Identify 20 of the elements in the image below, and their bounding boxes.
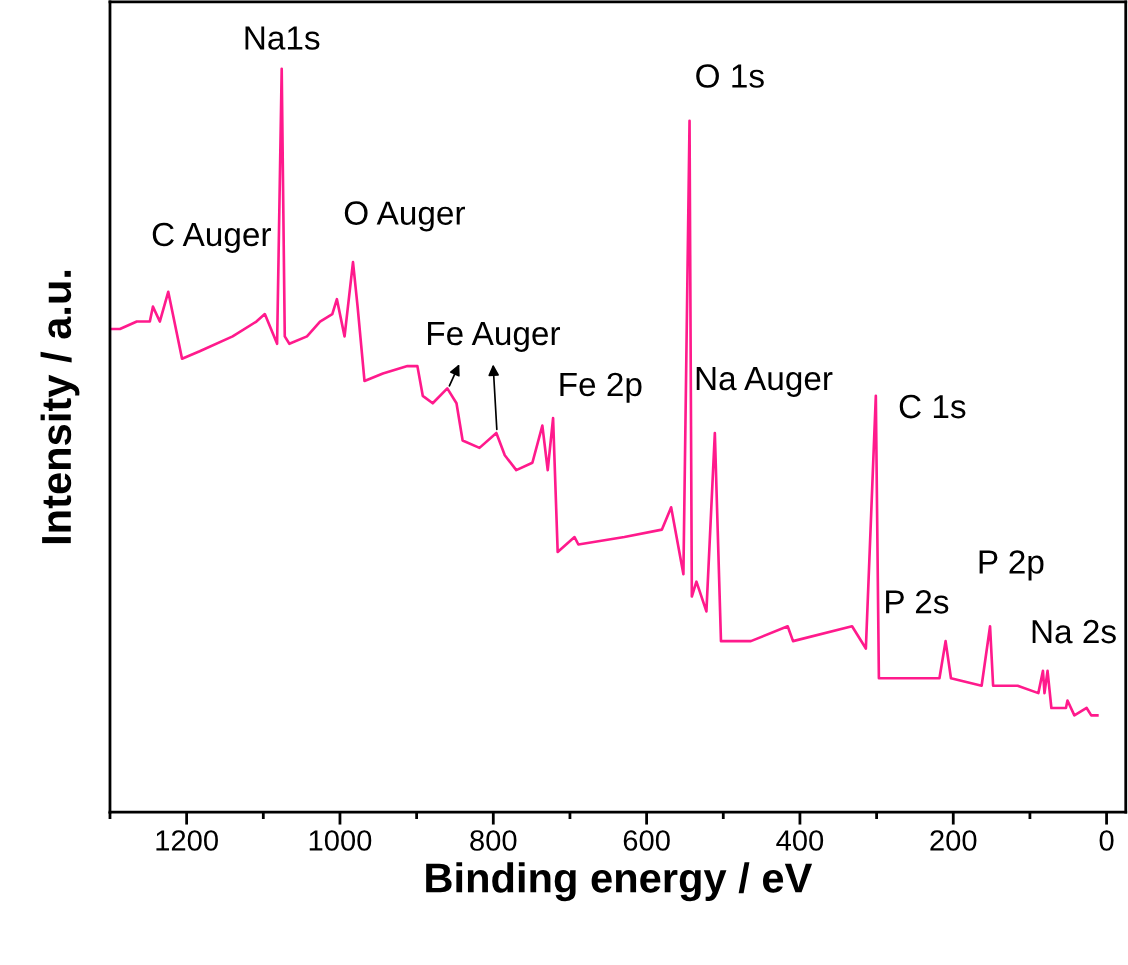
x-tick-label: 1000 xyxy=(309,830,372,851)
x-tick-label: 400 xyxy=(776,830,824,851)
annotation: Na1s xyxy=(245,26,320,50)
x-tick-label: 200 xyxy=(930,830,977,851)
annotation: Fe 2p xyxy=(560,372,642,403)
annotation: Na Auger xyxy=(696,367,833,397)
annotation: C Auger xyxy=(152,222,271,253)
x-tick-label: 600 xyxy=(623,830,670,851)
annotation: Na 2s xyxy=(1032,619,1116,644)
annotation: O Auger xyxy=(344,201,465,232)
annotation: O 1s xyxy=(696,64,764,88)
annotation: P 2p xyxy=(979,550,1044,581)
annotation: Fe Auger xyxy=(428,322,561,352)
y-axis-title: Intensity / a.u. xyxy=(40,270,80,544)
x-tick-label: 800 xyxy=(470,830,517,851)
x-tick-label: 0 xyxy=(1099,830,1114,851)
x-tick-label: 1200 xyxy=(156,830,218,851)
annotation: C 1s xyxy=(899,394,966,419)
x-axis-title: Binding energy / eV xyxy=(426,862,813,902)
annotation: P 2s xyxy=(886,590,949,614)
